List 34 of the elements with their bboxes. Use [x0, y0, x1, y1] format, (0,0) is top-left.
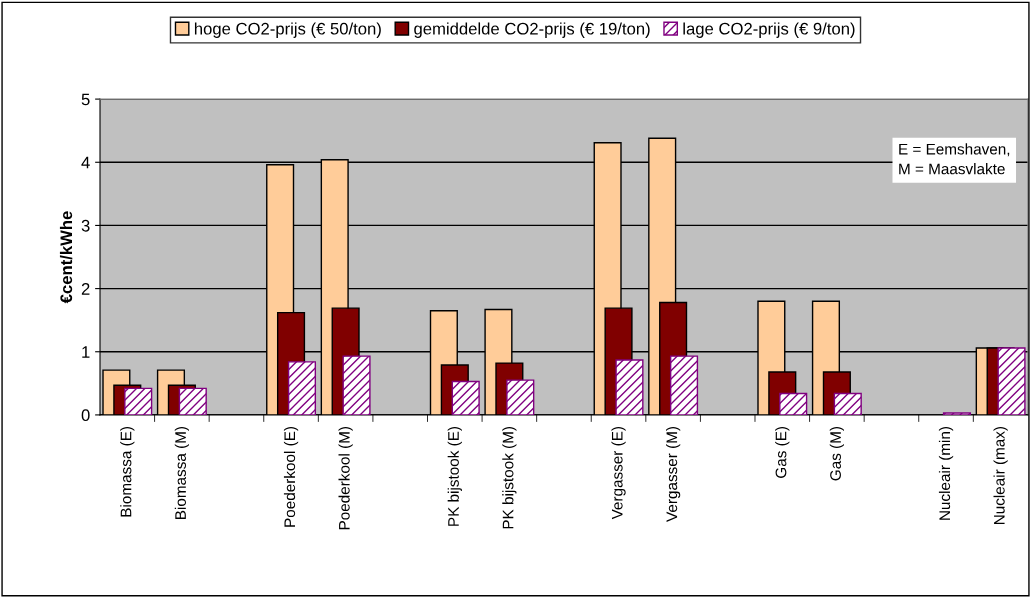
x-tick-label: PK bijstook (E) — [447, 426, 462, 526]
x-tick-label: Vergasser (E) — [611, 426, 626, 520]
annotation: E = Eemshaven, M = Maasvlakte — [899, 143, 1010, 175]
y-tick-label: 5 — [81, 93, 90, 106]
y-tick-label: 2 — [81, 282, 90, 295]
bar — [833, 392, 862, 415]
x-tick-label: Biomassa (E) — [120, 426, 135, 517]
x-tick-label: Biomassa (M) — [174, 426, 189, 519]
x-tick-label: PK bijstook (M) — [502, 426, 517, 529]
bar — [451, 380, 480, 415]
bar — [669, 355, 699, 415]
y-tick-label: 0 — [81, 409, 90, 422]
bar — [178, 387, 207, 415]
x-tick-label: Nucleair (max) — [993, 426, 1008, 525]
y-tick-label: 1 — [82, 346, 90, 358]
legend-label: gemiddelde CO2-prijs (€ 19/ton) — [414, 22, 650, 38]
bar — [779, 392, 808, 415]
bar — [615, 359, 644, 415]
x-tick-label: Poederkool (E) — [283, 426, 299, 527]
x-tick-label: Gas (M) — [829, 426, 844, 481]
x-tick-label: Gas (E) — [775, 426, 790, 478]
legend-label: hoge CO2-prijs (€ 50/ton) — [194, 22, 381, 38]
bar — [342, 355, 371, 415]
y-axis-title: €cent/kWhe — [59, 211, 73, 304]
x-tick-label: Poederkool (M) — [338, 426, 353, 530]
bar — [287, 361, 317, 415]
y-tick-label: 3 — [81, 219, 90, 232]
bar — [506, 379, 535, 415]
x-tick-label: Vergasser (M) — [666, 426, 681, 522]
x-tick-label: Nucleair (min) — [938, 426, 954, 520]
y-tick-label: 4 — [81, 156, 90, 169]
bar — [997, 347, 1026, 415]
bar — [124, 387, 153, 415]
legend-label: lage CO2-prijs (€ 9/ton) — [683, 22, 855, 38]
